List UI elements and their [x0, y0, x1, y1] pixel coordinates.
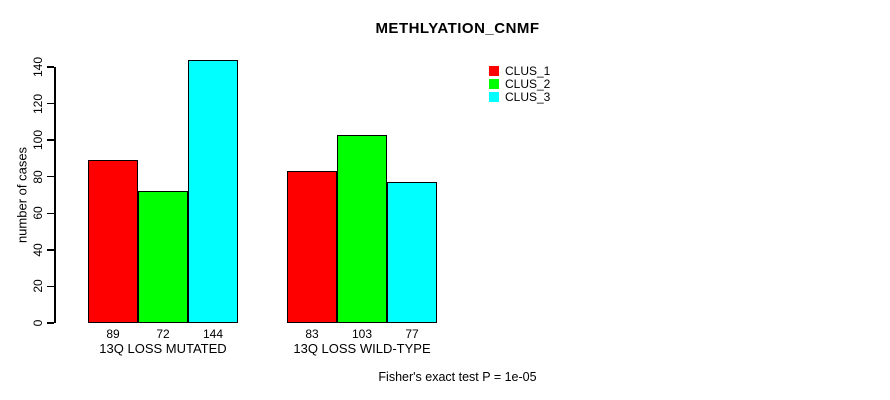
bar-value-label: 103: [351, 327, 373, 341]
x-category-label: 13Q LOSS MUTATED: [99, 341, 227, 356]
bar-clus_2-group2: [337, 134, 387, 323]
bar-clus_1-group1: [88, 160, 138, 323]
y-tick-mark: [47, 175, 54, 178]
legend-swatch-icon: [489, 78, 499, 89]
legend-row: CLUS_3: [489, 89, 551, 104]
y-axis-line: [54, 67, 56, 323]
y-tick-label: 120: [31, 93, 45, 114]
bar-value-label: 89: [106, 327, 120, 341]
bar-value-label: 72: [156, 327, 170, 341]
legend-label: CLUS_1: [505, 63, 551, 78]
chart-title: METHLYATION_CNMF: [375, 20, 540, 37]
bar-value-label: 144: [202, 327, 224, 341]
y-tick-mark: [47, 249, 54, 251]
bar-clus_1-group2: [287, 171, 337, 323]
y-tick-label: 100: [31, 130, 45, 151]
legend: CLUS_1 CLUS_2 CLUS_3: [489, 63, 551, 104]
bar-value-label: 83: [305, 327, 319, 341]
y-tick-label: 60: [31, 206, 45, 220]
legend-row: CLUS_2: [489, 76, 551, 91]
bar-clus_2-group1: [138, 191, 188, 323]
y-tick-mark: [47, 102, 54, 105]
bar-clus_3-group2: [387, 182, 437, 323]
y-tick-mark: [47, 212, 54, 215]
y-tick-label: 20: [31, 279, 45, 294]
x-category-label: 13Q LOSS WILD-TYPE: [293, 341, 431, 356]
y-tick-mark: [47, 322, 54, 324]
y-tick-label: 0: [31, 319, 45, 327]
bar-value-label: 77: [405, 327, 419, 341]
legend-row: CLUS_1: [489, 63, 551, 78]
legend-label: CLUS_2: [505, 76, 551, 91]
legend-label: CLUS_3: [505, 89, 551, 104]
legend-swatch-icon: [489, 91, 499, 102]
legend-swatch-icon: [489, 65, 499, 76]
y-tick-label: 80: [31, 170, 45, 184]
bar-clus_3-group1: [188, 59, 238, 323]
y-axis-title: number of cases: [14, 146, 30, 244]
y-tick-mark: [47, 139, 54, 141]
y-tick-label: 40: [31, 243, 45, 257]
y-tick-mark: [47, 66, 54, 68]
y-tick-mark: [47, 285, 54, 288]
annotation-text: Fisher's exact test P = 1e-05: [378, 370, 537, 384]
y-tick-label: 140: [31, 56, 45, 78]
